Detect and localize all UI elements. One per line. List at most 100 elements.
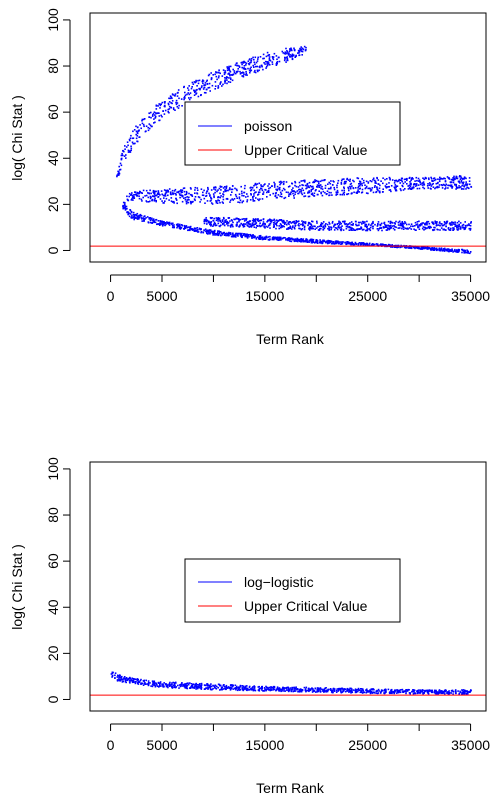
data-point	[251, 686, 254, 689]
data-point	[334, 227, 337, 229]
data-point	[263, 62, 265, 64]
data-point	[359, 691, 362, 694]
data-point	[399, 691, 402, 694]
data-point	[289, 49, 292, 51]
data-point	[301, 47, 304, 50]
data-point	[365, 186, 367, 189]
data-point	[212, 74, 214, 76]
data-point	[239, 70, 241, 73]
data-point	[454, 221, 456, 223]
data-point	[332, 184, 334, 186]
data-point	[152, 191, 155, 193]
data-point	[292, 187, 294, 189]
data-point	[365, 243, 367, 245]
data-point	[235, 224, 238, 226]
data-point	[350, 221, 353, 223]
data-point	[289, 238, 292, 240]
data-point	[116, 676, 119, 678]
data-point	[193, 230, 196, 232]
data-point	[464, 689, 466, 692]
data-point	[217, 76, 220, 79]
data-point	[328, 225, 330, 228]
data-point	[216, 190, 218, 193]
data-point	[332, 225, 335, 228]
data-point	[466, 184, 468, 187]
data-point	[293, 195, 295, 197]
data-point	[414, 692, 416, 694]
data-point	[266, 236, 268, 239]
data-point	[462, 689, 465, 691]
data-point	[365, 229, 368, 232]
data-point	[120, 158, 123, 161]
data-point	[289, 192, 292, 194]
data-point	[210, 225, 212, 227]
data-point	[211, 84, 214, 87]
data-point	[203, 91, 206, 94]
data-point	[130, 211, 133, 213]
data-point	[293, 688, 295, 691]
data-point	[428, 182, 431, 184]
data-point	[276, 688, 278, 690]
data-point	[199, 684, 201, 687]
data-point	[316, 186, 318, 188]
data-point	[182, 187, 185, 190]
data-point	[389, 224, 392, 227]
data-point	[442, 183, 445, 186]
data-point	[397, 689, 400, 692]
data-point	[349, 187, 352, 190]
data-point	[381, 229, 383, 232]
data-point	[305, 686, 308, 689]
data-point	[463, 252, 465, 254]
data-point	[291, 238, 294, 241]
data-point	[133, 214, 136, 216]
data-point	[248, 220, 251, 222]
data-point	[191, 195, 194, 197]
data-point	[187, 87, 189, 89]
data-point	[250, 194, 252, 196]
data-point	[241, 232, 243, 235]
data-point	[131, 192, 133, 194]
data-point	[188, 98, 191, 101]
data-point	[362, 688, 364, 691]
data-point	[412, 690, 414, 693]
data-point	[214, 73, 216, 76]
data-point	[241, 192, 243, 195]
data-point	[214, 186, 217, 188]
data-point	[125, 146, 128, 148]
data-point	[225, 77, 228, 80]
data-point	[287, 53, 290, 56]
data-point	[162, 686, 165, 688]
data-point	[395, 220, 397, 223]
data-point	[160, 103, 162, 105]
data-point	[281, 690, 283, 692]
data-point	[330, 228, 332, 231]
data-point	[214, 81, 217, 83]
data-point	[468, 187, 470, 190]
data-point	[147, 682, 150, 684]
data-point	[397, 224, 400, 226]
data-point	[127, 149, 130, 152]
data-point	[288, 687, 290, 690]
data-point	[171, 223, 173, 226]
data-point	[275, 55, 278, 57]
data-point	[172, 226, 175, 229]
data-point	[147, 221, 150, 224]
data-point	[421, 222, 423, 224]
data-point	[175, 197, 177, 200]
data-point	[291, 686, 293, 689]
data-point	[257, 225, 259, 227]
data-point	[424, 226, 426, 229]
data-point	[268, 686, 271, 689]
data-point	[147, 192, 149, 194]
data-point	[185, 687, 188, 689]
data-point	[353, 229, 356, 231]
data-point	[458, 181, 460, 183]
data-point	[300, 192, 303, 194]
data-point	[446, 176, 449, 178]
data-point	[308, 181, 311, 184]
data-point	[344, 688, 347, 690]
data-point	[307, 195, 310, 198]
data-point	[243, 688, 246, 690]
data-point	[241, 72, 243, 74]
data-point	[250, 234, 252, 237]
